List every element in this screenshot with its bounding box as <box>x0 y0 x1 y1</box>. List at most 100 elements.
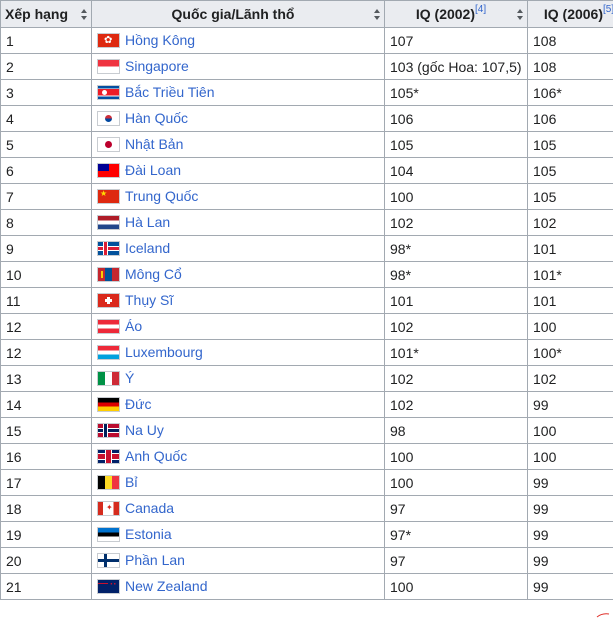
country-link[interactable]: Nhật Bản <box>125 136 184 153</box>
iq-2002-cell: 103 (gốc Hoa: 107,5) <box>384 53 528 80</box>
country-link[interactable]: Áo <box>125 318 143 335</box>
iq-2002-cell: 101* <box>384 339 528 366</box>
country-link[interactable]: Canada <box>125 500 175 517</box>
flag-ee-icon[interactable] <box>97 526 120 542</box>
country-link[interactable]: Đài Loan <box>125 162 182 179</box>
country-link[interactable]: Đức <box>125 396 152 413</box>
sort-arrows-icon[interactable] <box>517 9 524 21</box>
table-row: 19 Estonia 97* 99 <box>0 521 613 548</box>
column-header-3[interactable]: IQ (2006)[5] <box>527 0 613 28</box>
table-row: 9 Iceland 98* 101 <box>0 235 613 262</box>
iq-2006-cell: 99 <box>527 573 613 600</box>
table-row: 3 Bắc Triều Tiên 105* 106* <box>0 79 613 106</box>
iq-2006-cell: 100 <box>527 313 613 340</box>
flag-hk-icon[interactable] <box>97 32 120 48</box>
rank-cell: 9 <box>0 235 92 262</box>
column-header-1[interactable]: Quốc gia/Lãnh thổ <box>91 0 385 28</box>
flag-fi-icon[interactable] <box>97 552 120 568</box>
iq-2006-cell: 101 <box>527 287 613 314</box>
flag-no-icon[interactable] <box>97 422 120 438</box>
flag-de-icon[interactable] <box>97 396 120 412</box>
flag-at-icon[interactable] <box>97 318 120 334</box>
country-cell: Phần Lan <box>91 547 385 574</box>
column-header-2[interactable]: IQ (2002)[4] <box>384 0 528 28</box>
country-cell: Nhật Bản <box>91 131 385 158</box>
reference-link[interactable]: [4] <box>475 4 487 15</box>
country-link[interactable]: Na Uy <box>125 422 164 439</box>
iq-2006-cell: 100* <box>527 339 613 366</box>
country-link[interactable]: Iceland <box>125 240 171 257</box>
flag-be-icon[interactable] <box>97 474 120 490</box>
country-link[interactable]: Luxembourg <box>125 344 203 361</box>
iq-2006-cell: 99 <box>527 391 613 418</box>
flag-is-icon[interactable] <box>97 240 120 256</box>
iq-2002-cell: 97 <box>384 547 528 574</box>
flag-ca-icon[interactable] <box>97 500 120 516</box>
flag-lu-icon[interactable] <box>97 344 120 360</box>
column-header-label: Quốc gia/Lãnh thổ <box>171 6 295 22</box>
country-link[interactable]: Estonia <box>125 526 172 543</box>
table-row: 2 Singapore 103 (gốc Hoa: 107,5) 108 <box>0 53 613 80</box>
country-link[interactable]: Bỉ <box>125 474 138 491</box>
sort-arrows-icon[interactable] <box>374 9 381 21</box>
country-cell: Hồng Kông <box>91 27 385 54</box>
flag-mn-icon[interactable] <box>97 266 120 282</box>
flag-cn-icon[interactable] <box>97 188 120 204</box>
flag-kp-icon[interactable] <box>97 84 120 100</box>
rank-cell: 8 <box>0 209 92 236</box>
country-link[interactable]: Anh Quốc <box>125 448 188 465</box>
column-header-0[interactable]: Xếp hạng <box>0 0 92 28</box>
iq-2002-cell: 104 <box>384 157 528 184</box>
iq-2006-cell: 102 <box>527 209 613 236</box>
country-link[interactable]: Hà Lan <box>125 214 171 231</box>
country-link[interactable]: Trung Quốc <box>125 188 199 205</box>
table-row: 8 Hà Lan 102 102 <box>0 209 613 236</box>
reference-link[interactable]: [5] <box>603 4 613 15</box>
country-link[interactable]: Phần Lan <box>125 552 185 569</box>
table-header: Xếp hạng Quốc gia/Lãnh thổ IQ (2002)[4] IQ … <box>0 0 613 28</box>
header-row: Xếp hạng Quốc gia/Lãnh thổ IQ (2002)[4] IQ … <box>0 0 613 28</box>
country-cell: Đức <box>91 391 385 418</box>
table-row: 6 Đài Loan 104 105 <box>0 157 613 184</box>
iq-2006-cell: 101* <box>527 261 613 288</box>
red-scribble-mark <box>596 613 610 618</box>
country-link[interactable]: Singapore <box>125 58 189 75</box>
iq-2006-cell: 102 <box>527 365 613 392</box>
country-link[interactable]: Bắc Triều Tiên <box>125 84 215 101</box>
iq-2002-cell: 100 <box>384 469 528 496</box>
iq-2002-cell: 107 <box>384 27 528 54</box>
country-cell: Canada <box>91 495 385 522</box>
flag-ch-icon[interactable] <box>97 292 120 308</box>
country-link[interactable]: Hàn Quốc <box>125 110 189 127</box>
iq-2002-cell: 106 <box>384 105 528 132</box>
country-link[interactable]: Mông Cổ <box>125 266 182 283</box>
flag-tw-icon[interactable] <box>97 162 120 178</box>
rank-cell: 4 <box>0 105 92 132</box>
flag-jp-icon[interactable] <box>97 136 120 152</box>
country-cell: Iceland <box>91 235 385 262</box>
iq-2002-cell: 98 <box>384 417 528 444</box>
country-link[interactable]: Ý <box>125 370 135 387</box>
flag-kr-icon[interactable] <box>97 110 120 126</box>
country-link[interactable]: New Zealand <box>125 578 208 595</box>
flag-nz-icon[interactable] <box>97 578 120 594</box>
flag-nl-icon[interactable] <box>97 214 120 230</box>
iq-2002-cell: 100 <box>384 443 528 470</box>
country-cell: Luxembourg <box>91 339 385 366</box>
iq-2006-cell: 100 <box>527 417 613 444</box>
sort-arrows-icon[interactable] <box>81 9 88 21</box>
iq-2002-cell: 100 <box>384 183 528 210</box>
country-cell: Thụy Sĩ <box>91 287 385 314</box>
country-link[interactable]: Thụy Sĩ <box>125 292 174 309</box>
iq-2006-cell: 105 <box>527 183 613 210</box>
flag-sg-icon[interactable] <box>97 58 120 74</box>
country-link[interactable]: Hồng Kông <box>125 32 196 49</box>
table-row: 13 Ý 102 102 <box>0 365 613 392</box>
rank-cell: 6 <box>0 157 92 184</box>
table-row: 10 Mông Cổ 98* 101* <box>0 261 613 288</box>
flag-gb-icon[interactable] <box>97 448 120 464</box>
iq-2002-cell: 98* <box>384 235 528 262</box>
flag-it-icon[interactable] <box>97 370 120 386</box>
